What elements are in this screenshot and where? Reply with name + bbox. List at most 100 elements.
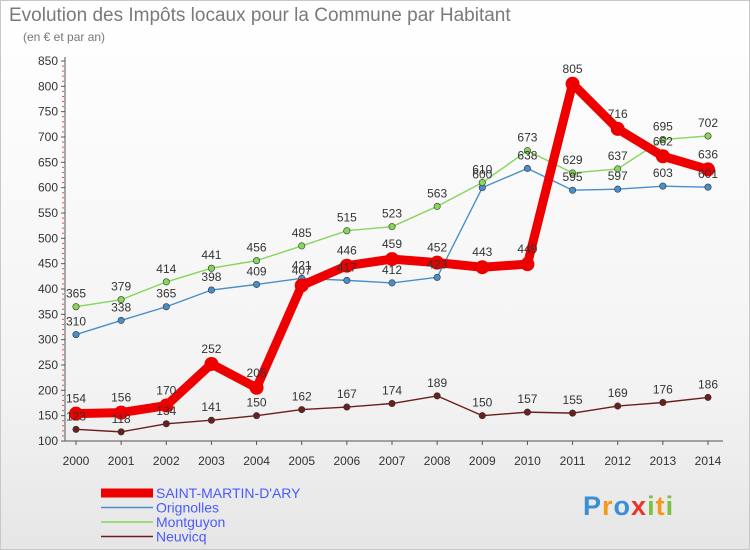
data-point: [388, 400, 396, 408]
data-label: 174: [382, 384, 402, 398]
data-point: [343, 276, 351, 284]
data-point: [569, 186, 577, 194]
series-orignolles: [72, 164, 712, 339]
data-label: 150: [472, 396, 492, 410]
data-label: 365: [156, 287, 176, 301]
data-point: [433, 392, 441, 400]
data-point: [704, 393, 712, 401]
legend-label: Montguyon: [156, 514, 225, 530]
data-point: [614, 185, 622, 193]
data-point: [114, 405, 129, 420]
y-tick-label: 500: [38, 231, 58, 245]
data-point: [253, 257, 261, 265]
y-tick-label: 250: [38, 358, 58, 372]
data-label: 421: [292, 258, 312, 272]
data-point: [614, 165, 622, 173]
x-tick-label: 2012: [604, 454, 631, 468]
data-label: 310: [66, 315, 86, 329]
data-label: 417: [337, 260, 357, 274]
x-tick-label: 2010: [514, 454, 541, 468]
y-tick-label: 300: [38, 333, 58, 347]
data-point: [207, 264, 215, 272]
data-label: 155: [563, 393, 583, 407]
data-point: [565, 76, 580, 91]
data-point: [523, 147, 531, 155]
data-label: 398: [201, 270, 221, 284]
y-tick-label: 550: [38, 206, 58, 220]
data-label: 170: [156, 384, 176, 398]
data-point: [253, 280, 261, 288]
data-point: [117, 316, 125, 324]
data-label: 154: [66, 392, 86, 406]
chart-subtitle: (en € et par an): [23, 30, 106, 44]
data-label: 443: [472, 245, 492, 259]
data-label: 338: [111, 300, 131, 314]
x-tick-label: 2001: [108, 454, 135, 468]
logo-letter: P: [583, 491, 603, 521]
data-label: 157: [517, 392, 537, 406]
y-tick-label: 750: [38, 105, 58, 119]
data-label: 169: [608, 386, 628, 400]
series-montguyon: [72, 132, 712, 311]
data-point: [704, 183, 712, 191]
data-label: 150: [247, 396, 267, 410]
data-point: [162, 303, 170, 311]
data-point: [162, 420, 170, 428]
y-tick-label: 200: [38, 383, 58, 397]
data-label: 162: [292, 390, 312, 404]
data-label: 637: [608, 149, 628, 163]
data-label: 636: [698, 147, 718, 161]
data-label: 805: [563, 62, 583, 76]
x-tick-label: 2002: [153, 454, 180, 468]
x-tick-label: 2004: [243, 454, 270, 468]
data-label: 600: [472, 168, 492, 182]
data-label: 379: [111, 280, 131, 294]
data-label: 452: [427, 241, 447, 255]
data-point: [610, 121, 625, 136]
x-tick-label: 2007: [379, 454, 406, 468]
data-point: [204, 356, 219, 371]
y-tick-label: 100: [38, 434, 58, 448]
data-point: [159, 398, 174, 413]
chart-title: Evolution des Impôts locaux pour la Comm…: [9, 5, 511, 26]
data-label: 716: [608, 107, 628, 121]
x-tick-label: 2008: [424, 454, 451, 468]
data-point: [475, 260, 490, 275]
data-label: 412: [382, 263, 402, 277]
data-label: 456: [247, 241, 267, 255]
data-label: 603: [653, 166, 673, 180]
data-label: 702: [698, 116, 718, 130]
y-tick-label: 650: [38, 155, 58, 169]
x-tick-label: 2014: [695, 454, 722, 468]
x-tick-label: 2005: [288, 454, 315, 468]
data-label: 441: [201, 248, 221, 262]
y-tick-label: 350: [38, 307, 58, 321]
data-label: 610: [472, 163, 492, 177]
data-point: [569, 169, 577, 177]
data-label: 446: [337, 244, 357, 258]
data-point: [478, 412, 486, 420]
data-point: [659, 398, 667, 406]
data-point: [298, 406, 306, 414]
data-point: [207, 416, 215, 424]
data-label: 407: [292, 263, 312, 277]
data-label: 459: [382, 237, 402, 251]
data-point: [659, 136, 667, 144]
data-point: [614, 402, 622, 410]
data-point: [343, 227, 351, 235]
data-point: [433, 273, 441, 281]
data-label: 515: [337, 211, 357, 225]
data-label: 662: [653, 134, 673, 148]
data-label: 189: [427, 376, 447, 390]
data-label: 205: [247, 366, 267, 380]
data-point: [569, 409, 577, 417]
data-point: [72, 425, 80, 433]
x-tick-label: 2009: [469, 454, 496, 468]
data-point: [478, 179, 486, 187]
x-tick-label: 2003: [198, 454, 225, 468]
logo-letter: r: [602, 491, 614, 521]
y-tick-label: 600: [38, 181, 58, 195]
series-neuvicq: [72, 392, 712, 436]
y-tick-label: 450: [38, 257, 58, 271]
